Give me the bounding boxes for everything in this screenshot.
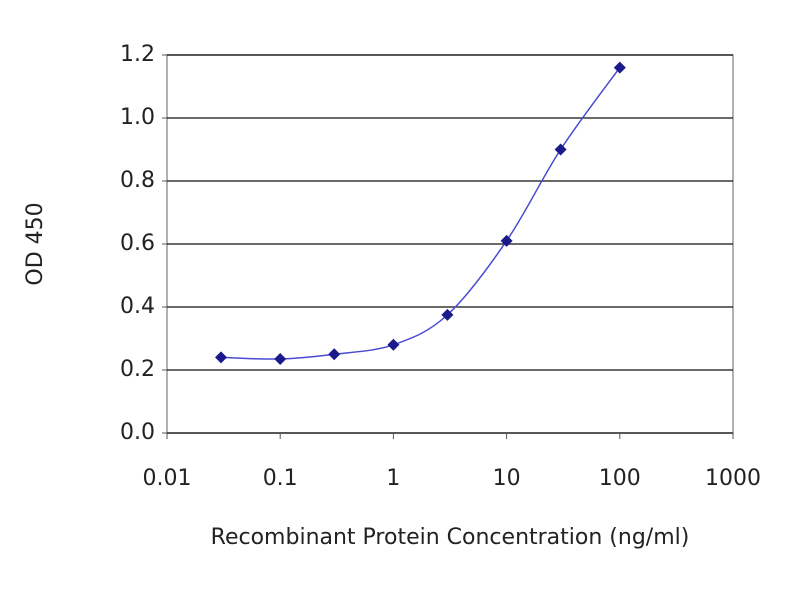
- x-tick-label: 1000: [705, 466, 761, 491]
- data-point: [554, 143, 567, 156]
- x-tick-label: 0.1: [263, 466, 298, 491]
- data-point: [500, 234, 513, 247]
- x-axis-label: Recombinant Protein Concentration (ng/ml…: [211, 525, 690, 550]
- data-point: [328, 348, 341, 361]
- data-point: [613, 61, 626, 74]
- y-tick-label: 0.2: [120, 357, 155, 382]
- y-axis-label: OD 450: [23, 202, 48, 285]
- x-tick-label: 1: [386, 466, 400, 491]
- y-tick-label: 1.0: [120, 105, 155, 130]
- data-point: [441, 308, 454, 321]
- x-tick-label: 0.01: [143, 466, 192, 491]
- x-tick-label: 10: [493, 466, 521, 491]
- x-tick-label: 100: [599, 466, 641, 491]
- data-line: [220, 67, 621, 360]
- data-point: [274, 352, 287, 365]
- y-tick-label: 0.8: [120, 168, 155, 193]
- y-tick-label: 0.6: [120, 231, 155, 256]
- y-tick-label: 0.4: [120, 294, 155, 319]
- data-point: [215, 351, 228, 364]
- y-tick-label: 0.0: [120, 420, 155, 445]
- y-tick-label: 1.2: [120, 42, 155, 67]
- data-point: [387, 338, 400, 351]
